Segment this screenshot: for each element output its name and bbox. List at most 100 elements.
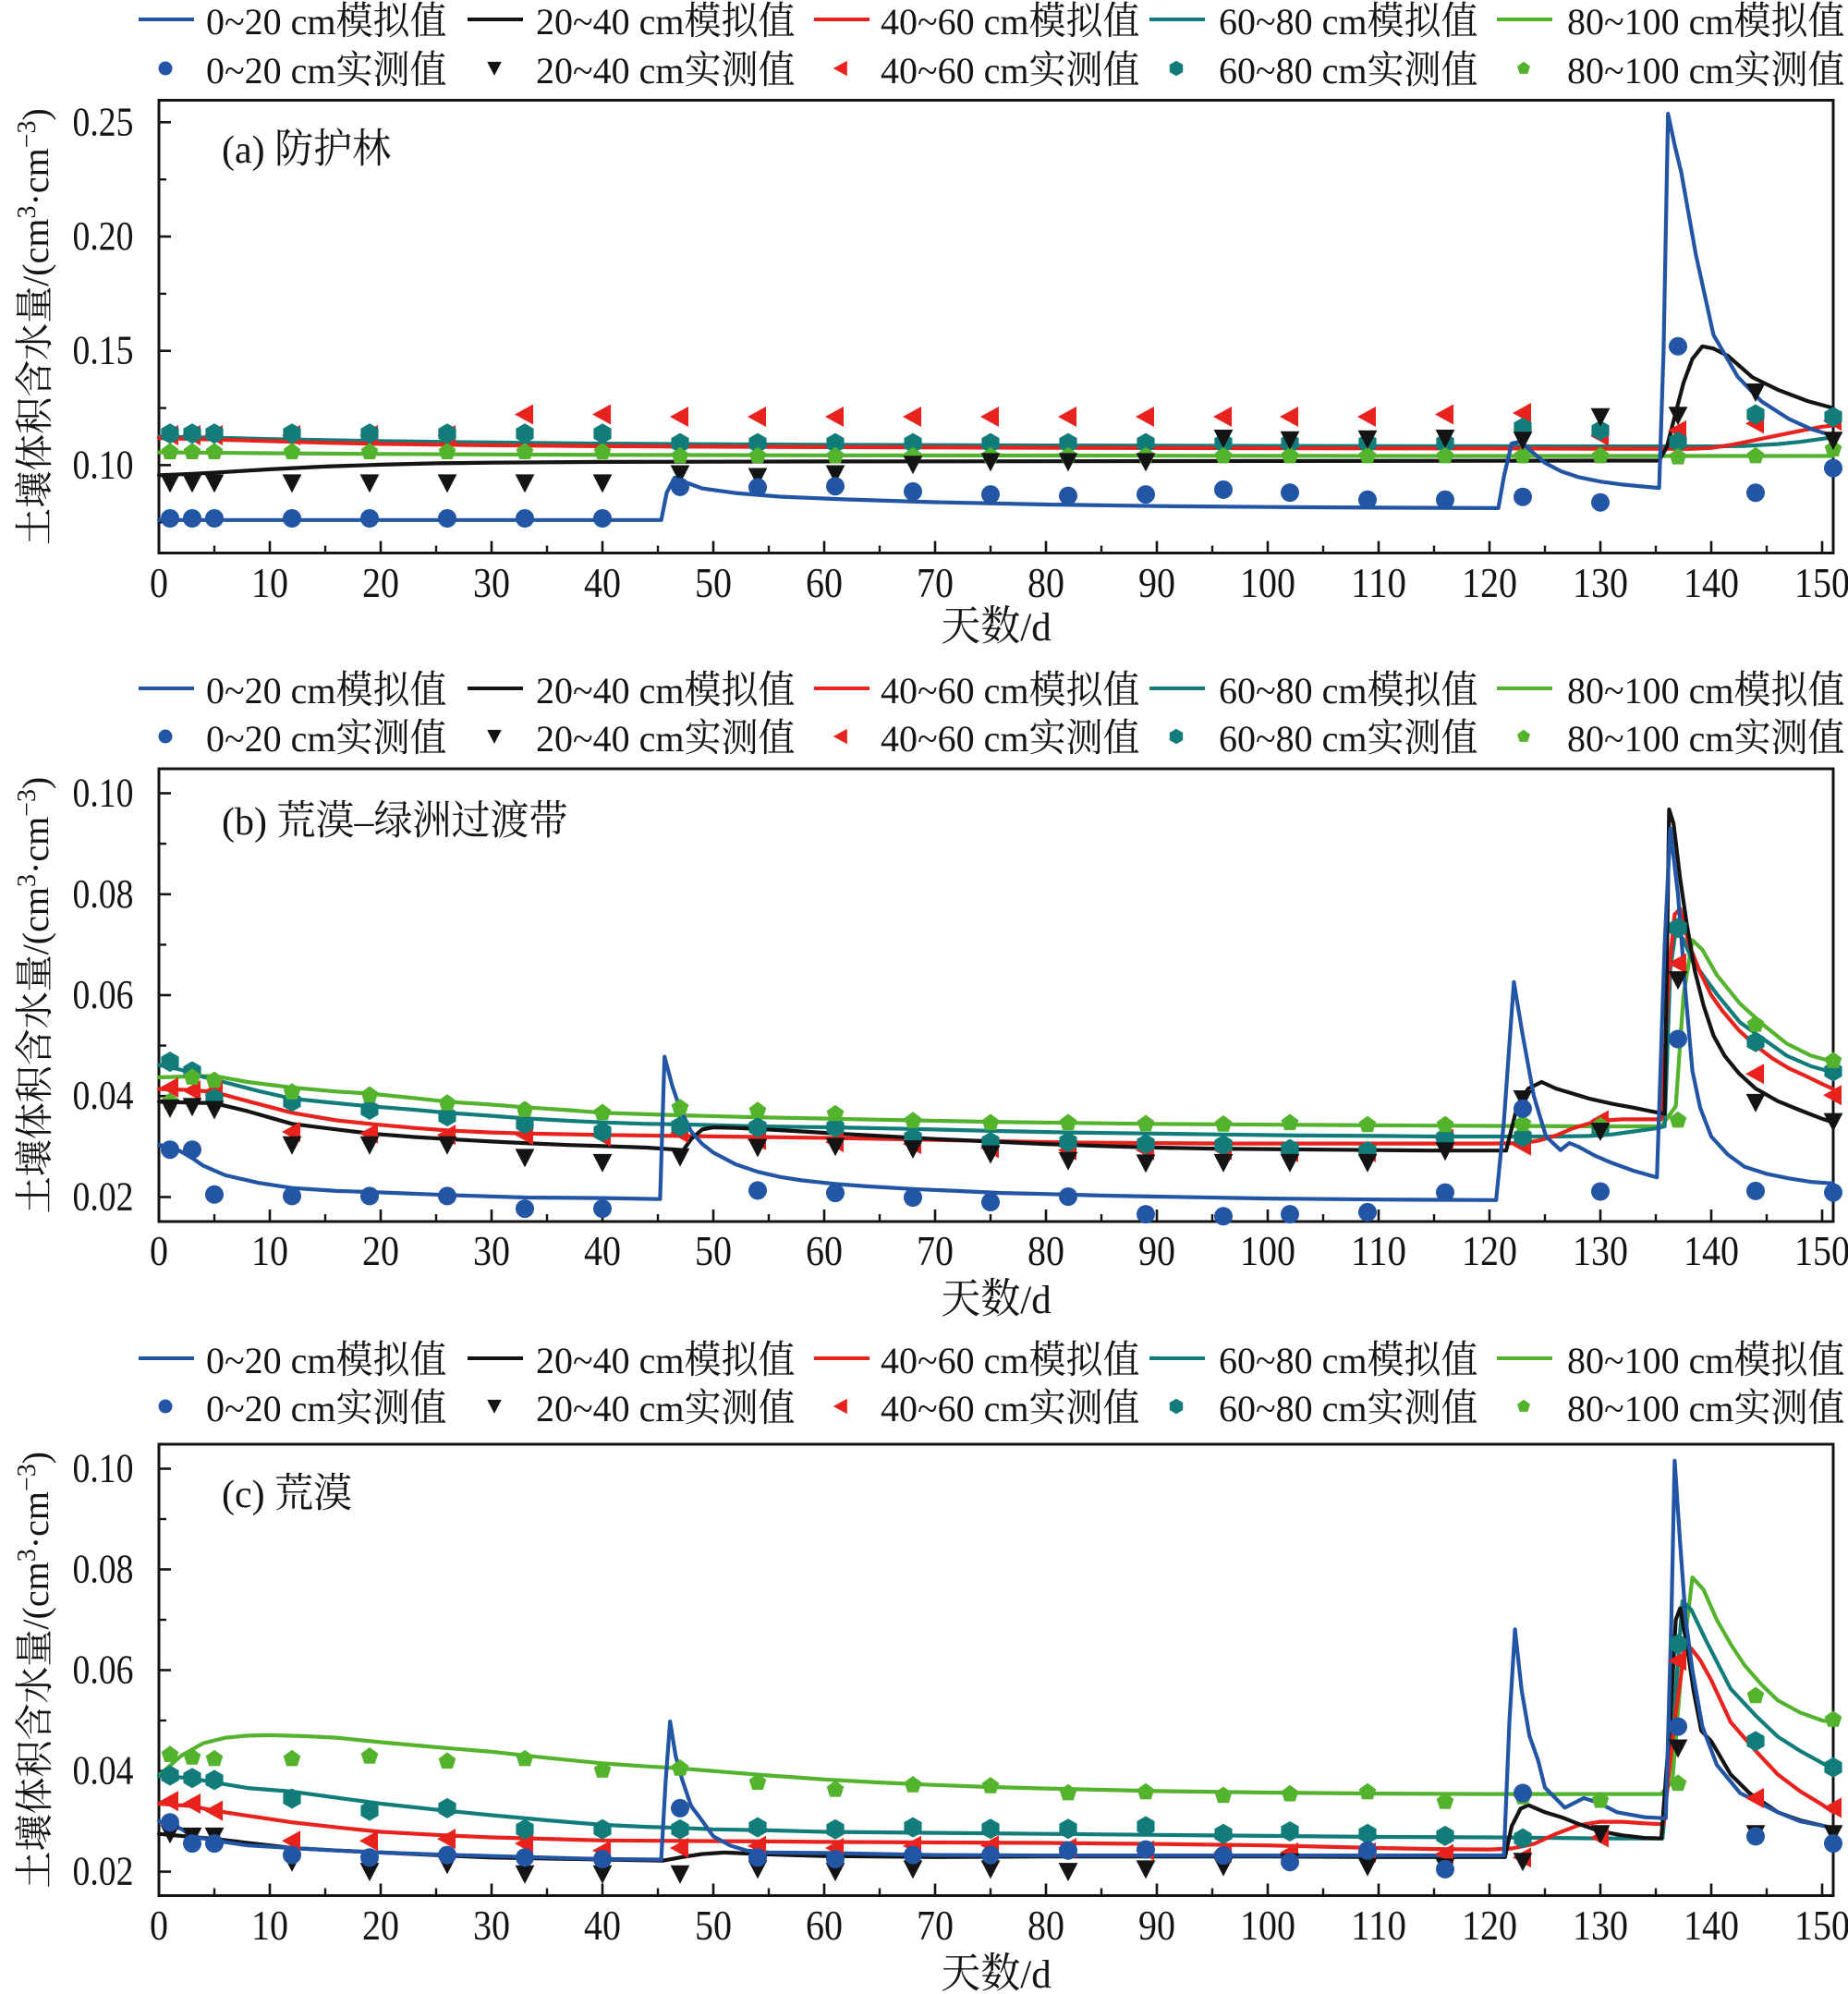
svg-text:20~40 cm: 20~40 cm bbox=[536, 1388, 685, 1429]
svg-text:60~80 cm: 60~80 cm bbox=[1219, 1340, 1368, 1381]
svg-text:150: 150 bbox=[1794, 1227, 1848, 1274]
svg-text:0.04: 0.04 bbox=[73, 1073, 134, 1118]
svg-text:40: 40 bbox=[584, 1902, 621, 1949]
svg-text:60~80 cm: 60~80 cm bbox=[1219, 1388, 1368, 1429]
svg-text:60~80 cm: 60~80 cm bbox=[1219, 670, 1368, 711]
svg-text:0~20 cm: 0~20 cm bbox=[206, 1388, 336, 1429]
svg-text:0.08: 0.08 bbox=[73, 871, 134, 917]
svg-text:20~40 cm: 20~40 cm bbox=[536, 718, 685, 760]
svg-text:70: 70 bbox=[917, 559, 954, 606]
svg-text:80~100 cm: 80~100 cm bbox=[1567, 670, 1734, 711]
svg-text:120: 120 bbox=[1462, 1902, 1517, 1949]
svg-text:(c): (c) bbox=[222, 1474, 265, 1516]
svg-text:(a): (a) bbox=[222, 129, 265, 172]
svg-text:20~40 cm: 20~40 cm bbox=[536, 1340, 685, 1381]
svg-text:0~20 cm: 0~20 cm bbox=[206, 1340, 336, 1381]
svg-text:40~60 cm: 40~60 cm bbox=[881, 670, 1029, 711]
svg-text:10: 10 bbox=[251, 559, 288, 606]
svg-text:60: 60 bbox=[806, 1227, 843, 1274]
svg-text:110: 110 bbox=[1351, 559, 1406, 606]
svg-text:0.25: 0.25 bbox=[73, 99, 134, 144]
svg-text:140: 140 bbox=[1684, 1227, 1739, 1274]
svg-text:150: 150 bbox=[1794, 559, 1848, 606]
svg-text:/d: /d bbox=[1020, 1279, 1051, 1322]
svg-text:100: 100 bbox=[1240, 559, 1295, 606]
svg-text:0~20 cm: 0~20 cm bbox=[206, 1, 336, 43]
svg-text:110: 110 bbox=[1351, 1227, 1406, 1274]
svg-text:80~100 cm: 80~100 cm bbox=[1567, 1340, 1734, 1381]
svg-text:80~100 cm: 80~100 cm bbox=[1567, 1, 1734, 43]
svg-text:120: 120 bbox=[1462, 1227, 1517, 1274]
svg-text:130: 130 bbox=[1573, 1902, 1628, 1949]
svg-text:20~40 cm: 20~40 cm bbox=[536, 1, 685, 43]
svg-text:60~80 cm: 60~80 cm bbox=[1219, 1, 1368, 43]
svg-text:0.10: 0.10 bbox=[73, 1446, 134, 1491]
svg-text:40~60 cm: 40~60 cm bbox=[881, 718, 1029, 760]
svg-text:80: 80 bbox=[1027, 1227, 1064, 1274]
svg-text:100: 100 bbox=[1240, 1227, 1295, 1274]
svg-text:/d: /d bbox=[1020, 1953, 1051, 1994]
svg-text:80: 80 bbox=[1027, 1902, 1064, 1949]
svg-text:–: – bbox=[354, 801, 375, 844]
svg-text:40~60 cm: 40~60 cm bbox=[881, 1388, 1029, 1429]
svg-text:20: 20 bbox=[362, 1902, 399, 1949]
svg-text:0.10: 0.10 bbox=[73, 442, 134, 487]
svg-text:80~100 cm: 80~100 cm bbox=[1567, 50, 1734, 91]
svg-text:/(cm3·cm−3): /(cm3·cm−3) bbox=[13, 108, 56, 286]
svg-text:140: 140 bbox=[1684, 559, 1739, 606]
svg-text:110: 110 bbox=[1351, 1902, 1406, 1949]
svg-text:0: 0 bbox=[150, 559, 168, 606]
svg-text:40~60 cm: 40~60 cm bbox=[881, 1, 1029, 43]
svg-text:50: 50 bbox=[695, 1902, 732, 1949]
svg-text:0.06: 0.06 bbox=[73, 972, 134, 1017]
svg-text:0~20 cm: 0~20 cm bbox=[206, 718, 336, 760]
svg-text:130: 130 bbox=[1573, 1227, 1628, 1274]
svg-text:150: 150 bbox=[1794, 1902, 1848, 1949]
svg-text:0.02: 0.02 bbox=[73, 1849, 134, 1894]
svg-text:0.15: 0.15 bbox=[73, 328, 134, 373]
svg-text:20: 20 bbox=[362, 1227, 399, 1274]
svg-text:90: 90 bbox=[1138, 1902, 1175, 1949]
svg-text:10: 10 bbox=[251, 1902, 288, 1949]
svg-text:0.20: 0.20 bbox=[73, 213, 134, 259]
svg-text:0~20 cm: 0~20 cm bbox=[206, 670, 336, 711]
svg-text:140: 140 bbox=[1684, 1902, 1739, 1949]
svg-text:70: 70 bbox=[917, 1902, 954, 1949]
svg-text:100: 100 bbox=[1240, 1902, 1295, 1949]
svg-text:40: 40 bbox=[584, 1227, 621, 1274]
svg-text:40~60 cm: 40~60 cm bbox=[881, 1340, 1029, 1381]
svg-text:50: 50 bbox=[695, 559, 732, 606]
svg-text:30: 30 bbox=[473, 1902, 510, 1949]
svg-text:60~80 cm: 60~80 cm bbox=[1219, 50, 1368, 91]
svg-text:0.04: 0.04 bbox=[73, 1748, 134, 1793]
svg-text:(b): (b) bbox=[222, 801, 267, 844]
svg-text:0.08: 0.08 bbox=[73, 1547, 134, 1592]
svg-text:0: 0 bbox=[150, 1227, 168, 1274]
svg-text:80~100 cm: 80~100 cm bbox=[1567, 718, 1734, 760]
svg-text:80~100 cm: 80~100 cm bbox=[1567, 1388, 1734, 1429]
svg-text:80: 80 bbox=[1027, 559, 1064, 606]
svg-text:130: 130 bbox=[1573, 559, 1628, 606]
svg-text:20~40 cm: 20~40 cm bbox=[536, 670, 685, 711]
svg-text:40: 40 bbox=[584, 559, 621, 606]
svg-text:20: 20 bbox=[362, 559, 399, 606]
svg-text:0.02: 0.02 bbox=[73, 1174, 134, 1220]
svg-text:0.10: 0.10 bbox=[73, 771, 134, 816]
svg-text:30: 30 bbox=[473, 559, 510, 606]
svg-text:120: 120 bbox=[1462, 559, 1517, 606]
svg-text:50: 50 bbox=[695, 1227, 732, 1274]
svg-text:90: 90 bbox=[1138, 559, 1175, 606]
svg-text:10: 10 bbox=[251, 1227, 288, 1274]
svg-text:60: 60 bbox=[806, 1902, 843, 1949]
svg-text:30: 30 bbox=[473, 1227, 510, 1274]
svg-text:60~80 cm: 60~80 cm bbox=[1219, 718, 1368, 760]
svg-text:90: 90 bbox=[1138, 1227, 1175, 1274]
svg-text:0: 0 bbox=[150, 1902, 168, 1949]
svg-text:0~20 cm: 0~20 cm bbox=[206, 50, 336, 91]
svg-text:40~60 cm: 40~60 cm bbox=[881, 50, 1029, 91]
svg-text:20~40 cm: 20~40 cm bbox=[536, 50, 685, 91]
svg-text:70: 70 bbox=[917, 1227, 954, 1274]
svg-text:60: 60 bbox=[806, 559, 843, 606]
svg-text:/d: /d bbox=[1020, 606, 1051, 650]
svg-text:0.06: 0.06 bbox=[73, 1647, 134, 1693]
